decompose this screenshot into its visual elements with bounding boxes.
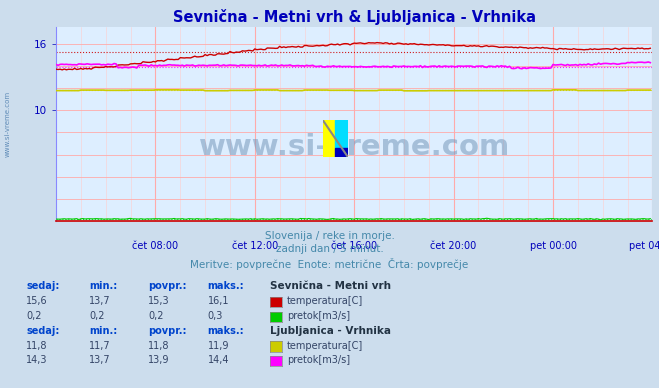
- Text: 16,1: 16,1: [208, 296, 229, 306]
- Title: Sevnična - Metni vrh & Ljubljanica - Vrhnika: Sevnična - Metni vrh & Ljubljanica - Vrh…: [173, 9, 536, 24]
- Text: www.si-vreme.com: www.si-vreme.com: [5, 91, 11, 157]
- Text: 14,4: 14,4: [208, 355, 229, 365]
- Text: čet 16:00: čet 16:00: [331, 241, 377, 251]
- Text: min.:: min.:: [89, 326, 117, 336]
- Text: pretok[m3/s]: pretok[m3/s]: [287, 355, 350, 365]
- Text: temperatura[C]: temperatura[C]: [287, 296, 363, 306]
- Text: 15,3: 15,3: [148, 296, 170, 306]
- Text: 11,9: 11,9: [208, 341, 229, 351]
- Text: pet 00:00: pet 00:00: [530, 241, 577, 251]
- Text: zadnji dan / 5 minut.: zadnji dan / 5 minut.: [275, 244, 384, 255]
- Text: 11,7: 11,7: [89, 341, 111, 351]
- Text: 0,2: 0,2: [89, 311, 105, 321]
- Text: 11,8: 11,8: [26, 341, 48, 351]
- Text: www.si-vreme.com: www.si-vreme.com: [198, 133, 510, 161]
- Text: Ljubljanica - Vrhnika: Ljubljanica - Vrhnika: [270, 326, 391, 336]
- Text: 14,3: 14,3: [26, 355, 48, 365]
- Bar: [335, 120, 348, 148]
- Text: čet 12:00: čet 12:00: [232, 241, 278, 251]
- Text: Meritve: povprečne  Enote: metrične  Črta: povprečje: Meritve: povprečne Enote: metrične Črta:…: [190, 258, 469, 270]
- Text: 11,8: 11,8: [148, 341, 170, 351]
- Text: Sevnična - Metni vrh: Sevnična - Metni vrh: [270, 281, 391, 291]
- Text: pet 04:00: pet 04:00: [629, 241, 659, 251]
- Text: 0,3: 0,3: [208, 311, 223, 321]
- Text: maks.:: maks.:: [208, 326, 244, 336]
- Text: Slovenija / reke in morje.: Slovenija / reke in morje.: [264, 231, 395, 241]
- Text: maks.:: maks.:: [208, 281, 244, 291]
- Text: pretok[m3/s]: pretok[m3/s]: [287, 311, 350, 321]
- Text: 13,7: 13,7: [89, 355, 111, 365]
- Text: 0,2: 0,2: [148, 311, 164, 321]
- Bar: [323, 120, 335, 157]
- Text: 15,6: 15,6: [26, 296, 48, 306]
- Text: 13,7: 13,7: [89, 296, 111, 306]
- Text: 0,2: 0,2: [26, 311, 42, 321]
- Text: čet 08:00: čet 08:00: [132, 241, 179, 251]
- Text: 13,9: 13,9: [148, 355, 170, 365]
- Text: sedaj:: sedaj:: [26, 326, 60, 336]
- Text: min.:: min.:: [89, 281, 117, 291]
- Text: povpr.:: povpr.:: [148, 326, 186, 336]
- Bar: [335, 148, 348, 157]
- Text: čet 20:00: čet 20:00: [430, 241, 476, 251]
- Text: sedaj:: sedaj:: [26, 281, 60, 291]
- Text: povpr.:: povpr.:: [148, 281, 186, 291]
- Text: temperatura[C]: temperatura[C]: [287, 341, 363, 351]
